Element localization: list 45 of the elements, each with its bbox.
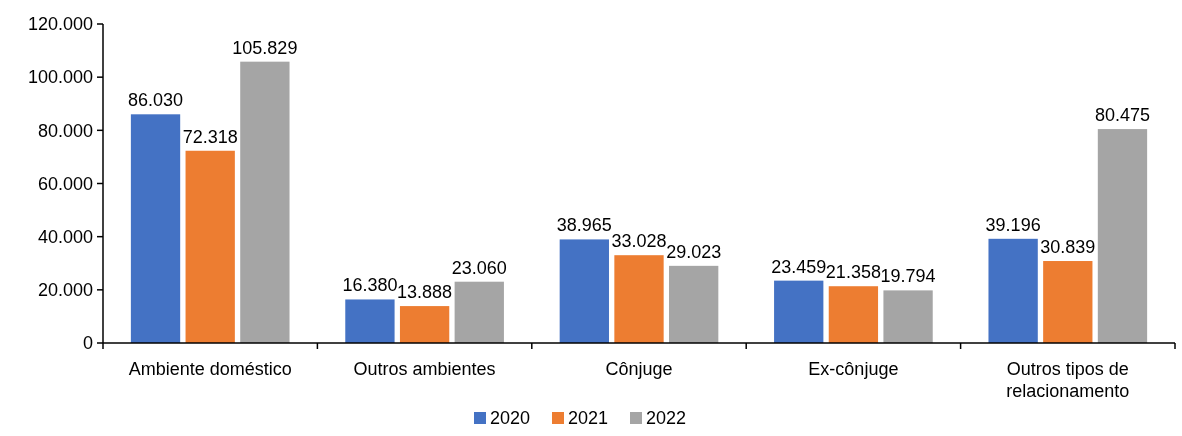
data-label: 19.794 [880,266,936,287]
data-label: 29.023 [666,241,722,262]
data-label: 39.196 [985,214,1041,235]
data-label: 33.028 [611,231,667,252]
legend-label: 2022 [646,408,687,429]
bar [345,299,395,343]
x-tick-label: Ambiente doméstico [128,359,292,379]
x-tick-label: Cônjuge [605,359,673,379]
bar [454,281,504,343]
data-label: 23.060 [451,257,507,278]
bar [988,238,1038,343]
legend-label: 2020 [490,408,531,429]
data-label: 23.459 [771,256,827,277]
bar [1097,129,1148,343]
y-tick-label: 20.000 [37,280,93,301]
data-label: 16.380 [342,275,398,296]
y-tick-label: 100.000 [27,67,93,88]
y-tick-label: 80.000 [37,120,93,141]
x-tick-label: Ex-cônjuge [808,359,899,379]
y-tick-label: 120.000 [27,14,93,35]
bar [185,150,235,343]
bar [559,239,609,343]
bar [240,61,290,343]
bar [1043,261,1093,343]
bar [130,114,181,343]
bar [669,265,719,343]
y-tick-label: 40.000 [37,226,93,247]
legend-label: 2021 [568,408,609,429]
bar [399,306,450,343]
bar [883,290,933,343]
data-label: 105.829 [232,37,298,58]
data-label: 80.475 [1094,105,1150,126]
y-tick-label: 0 [82,333,93,354]
data-label: 30.839 [1040,237,1096,258]
bar [774,280,824,343]
bar [614,255,664,343]
y-tick-label: 60.000 [37,173,93,194]
x-tick-label: Outros ambientes [353,359,496,379]
data-label: 13.888 [397,282,453,303]
data-label: 72.318 [182,126,238,147]
bar [828,286,879,343]
data-label: 38.965 [556,215,612,236]
data-label: 21.358 [825,262,881,283]
x-tick-label: Outros tipos de relacionamento [1006,359,1130,401]
data-label: 86.030 [128,90,184,111]
